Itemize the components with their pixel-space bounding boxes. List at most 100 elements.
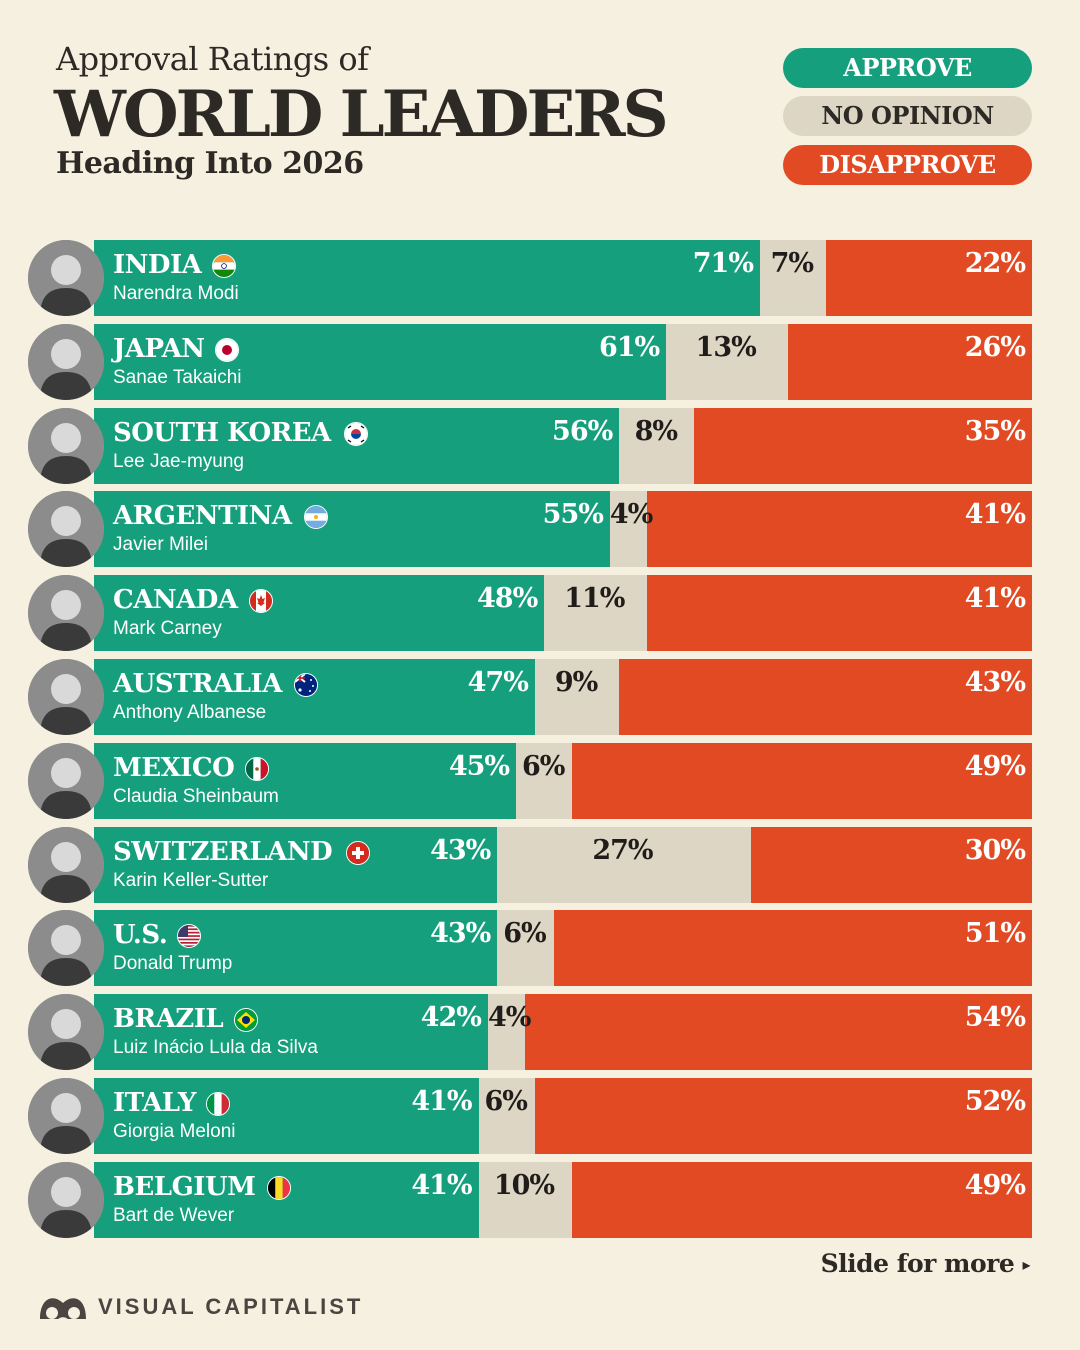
chart-row-australia: 47% 9% 43% [94, 659, 1032, 735]
bar-approve [94, 408, 620, 484]
bar-disapprove [825, 240, 1032, 316]
bar-approve [94, 491, 610, 567]
bar-approve [94, 240, 760, 316]
legend-no-opinion: NO OPINION [783, 96, 1032, 136]
chart-title: WORLD LEADERS [54, 77, 669, 152]
label-no-opinion: 27% [592, 835, 653, 866]
japan-flag-icon [215, 338, 240, 362]
leader-portrait [28, 575, 104, 651]
label-approve: 55% [542, 499, 604, 530]
bar-approve [94, 827, 498, 903]
chart-row-switzerland: 43% 27% 30% [94, 827, 1032, 903]
argentina-flag-icon [304, 505, 329, 529]
caret-right-icon: ▸ [1022, 1255, 1030, 1274]
bar-no-opinion [544, 575, 648, 651]
country-label: BRAZIL [113, 1004, 224, 1034]
country-label: SOUTH KOREA [113, 418, 331, 448]
bar-disapprove [750, 827, 1032, 903]
label-no-opinion: 6% [503, 918, 546, 949]
leader-name: Claudia Sheinbaum [113, 786, 279, 807]
label-no-opinion: 10% [493, 1170, 555, 1201]
leader-name: Donald Trump [113, 953, 233, 974]
leader-portrait [28, 743, 104, 819]
leader-portrait [28, 240, 104, 316]
chart-row-south-korea: 56% 8% 35% [94, 408, 1032, 484]
label-approve: 61% [598, 332, 660, 363]
bar-no-opinion [478, 1078, 535, 1154]
leader-name: Mark Carney [113, 618, 222, 639]
bar-disapprove [619, 659, 1032, 735]
belgium-flag-icon [266, 1176, 291, 1200]
bar-no-opinion [478, 1162, 573, 1238]
bar-approve [94, 994, 488, 1070]
label-no-opinion: 8% [634, 416, 678, 447]
label-disapprove: 35% [964, 416, 1026, 447]
label-approve: 45% [448, 751, 510, 782]
label-disapprove: 52% [964, 1086, 1026, 1117]
leader-portrait [28, 491, 104, 567]
brazil-flag-icon [234, 1008, 259, 1032]
chart-tagline: Heading Into 2026 [56, 146, 364, 181]
label-approve: 41% [411, 1170, 472, 1201]
chart-row-mexico: 45% 6% 49% [94, 743, 1032, 819]
legend-disapprove: DISAPPROVE [783, 145, 1032, 185]
leader-portrait [28, 827, 104, 903]
bar-no-opinion [516, 743, 573, 819]
label-no-opinion: 4% [487, 1002, 531, 1033]
chart-row-india: 71% 7% 22% [94, 240, 1032, 316]
bar-no-opinion [497, 827, 751, 903]
label-disapprove: 49% [964, 1170, 1026, 1201]
label-disapprove: 49% [964, 751, 1026, 782]
leader-name: Karin Keller-Sutter [113, 870, 269, 891]
label-approve: 47% [467, 667, 529, 698]
italy-flag-icon [206, 1092, 231, 1116]
bar-disapprove [694, 408, 1032, 484]
slide-for-more-link[interactable]: Slide for more ▸ [820, 1249, 1031, 1278]
label-no-opinion: 6% [522, 751, 565, 782]
leader-name: Luiz Inácio Lula da Silva [113, 1037, 318, 1058]
leader-portrait [28, 1078, 104, 1154]
slide-for-more-label: Slide for more [820, 1249, 1015, 1278]
bar-no-opinion [759, 240, 826, 316]
leader-name: Anthony Albanese [113, 702, 267, 723]
country-label: MEXICO [113, 753, 235, 783]
bar-disapprove [572, 743, 1032, 819]
bar-disapprove [788, 324, 1032, 400]
label-no-opinion: 9% [554, 667, 598, 698]
label-no-opinion: 11% [564, 583, 625, 614]
chart-row-argentina: 55% 4% 41% [94, 491, 1032, 567]
leader-portrait [28, 324, 104, 400]
leader-name: Narendra Modi [113, 283, 239, 304]
country-label: SWITZERLAND [113, 837, 333, 867]
bar-approve [94, 910, 498, 986]
leader-name: Javier Milei [113, 534, 209, 555]
label-disapprove: 30% [964, 835, 1026, 866]
bar-no-opinion [619, 408, 695, 484]
chart-row-belgium: 41% 10% 49% [94, 1162, 1032, 1238]
chart-row-italy: 41% 6% 52% [94, 1078, 1032, 1154]
leader-portrait [28, 910, 104, 986]
label-disapprove: 41% [964, 499, 1026, 530]
label-approve: 42% [420, 1002, 482, 1033]
country-label: U.S. [113, 920, 168, 950]
chart-row-canada: 48% 11% 41% [94, 575, 1032, 651]
country-label: ARGENTINA [113, 501, 292, 531]
leader-portrait [28, 408, 104, 484]
label-disapprove: 43% [964, 667, 1026, 698]
label-disapprove: 22% [964, 248, 1026, 279]
mexico-flag-icon [245, 757, 270, 781]
brand-name: VISUAL CAPITALIST [98, 1294, 364, 1319]
leader-name: Giorgia Meloni [113, 1121, 236, 1142]
bar-disapprove [553, 910, 1032, 986]
us-flag-icon [177, 924, 202, 948]
bar-approve [94, 1162, 479, 1238]
chart-row-japan: 61% 13% 26% [94, 324, 1032, 400]
country-label: AUSTRALIA [113, 669, 282, 699]
leader-portrait [28, 994, 104, 1070]
south-korea-flag-icon [344, 422, 369, 446]
bar-no-opinion [497, 910, 554, 986]
bar-no-opinion [487, 994, 526, 1070]
bar-no-opinion [534, 659, 620, 735]
label-no-opinion: 7% [770, 248, 814, 279]
leader-name: Lee Jae-myung [113, 451, 244, 472]
